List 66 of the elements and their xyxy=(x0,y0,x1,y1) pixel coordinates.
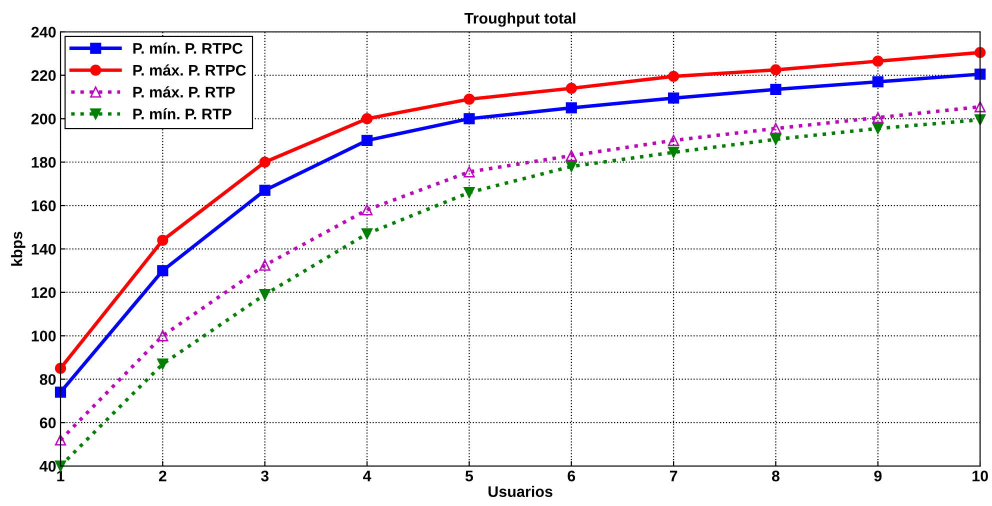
y-axis-title: kbps xyxy=(11,232,26,266)
point xyxy=(157,330,168,342)
point xyxy=(668,146,680,158)
x-tick-label: 7 xyxy=(670,470,678,482)
y-tick-label: 160 xyxy=(32,200,56,212)
point xyxy=(259,260,270,271)
point xyxy=(974,68,986,80)
x-tick-label: 5 xyxy=(465,470,474,482)
y-tick-label: 120 xyxy=(32,287,56,298)
point xyxy=(566,102,577,114)
legend-label: P. mín. P. RTPC xyxy=(133,42,243,54)
point xyxy=(566,160,577,172)
point xyxy=(54,434,66,446)
y-tick-label: 80 xyxy=(40,374,56,385)
point xyxy=(464,166,475,178)
y-tick-label: 140 xyxy=(32,244,56,255)
point xyxy=(770,84,782,95)
point xyxy=(668,70,680,82)
point xyxy=(770,64,782,76)
point xyxy=(157,265,168,276)
point xyxy=(464,113,475,124)
point xyxy=(361,228,373,240)
y-tick-label: 240 xyxy=(31,26,56,38)
point xyxy=(872,76,884,88)
x-tick-label: 1 xyxy=(57,470,64,482)
point xyxy=(770,122,782,134)
legend-label: P. máx. P. RTPC xyxy=(133,64,246,76)
point xyxy=(566,82,577,94)
legend-label: P. mín. P. RTP xyxy=(133,108,232,120)
x-tick-label: 2 xyxy=(158,470,166,482)
y-tick-label: 180 xyxy=(32,156,56,168)
y-tick-label: 40 xyxy=(40,460,56,472)
point xyxy=(157,358,168,370)
point xyxy=(361,204,373,216)
y-tick-label: 100 xyxy=(32,330,56,342)
point xyxy=(157,234,168,246)
point xyxy=(259,184,270,196)
chart-title: Troughput total xyxy=(464,12,576,27)
legend-label: P. máx. P. RTP xyxy=(133,86,235,98)
x-tick-label: 6 xyxy=(568,470,576,482)
point xyxy=(974,46,986,58)
x-tick-label: 9 xyxy=(874,470,882,482)
point xyxy=(770,134,782,145)
point xyxy=(668,134,680,146)
point xyxy=(361,134,373,146)
point xyxy=(872,112,884,124)
x-tick-label: 8 xyxy=(772,470,780,482)
y-tick-label: 220 xyxy=(31,70,56,81)
point xyxy=(361,113,373,124)
point xyxy=(464,186,475,198)
point xyxy=(259,288,270,300)
point xyxy=(668,92,680,104)
point xyxy=(974,114,986,126)
x-tick-label: 10 xyxy=(972,470,988,482)
point xyxy=(259,156,270,168)
x-tick-label: 4 xyxy=(363,470,372,482)
point xyxy=(464,94,475,105)
point xyxy=(872,122,884,134)
point xyxy=(54,386,66,398)
point xyxy=(872,56,884,67)
y-tick-label: 200 xyxy=(31,114,56,124)
point xyxy=(566,150,577,162)
point xyxy=(974,101,986,112)
x-axis-title: Usuarios xyxy=(488,486,552,498)
y-tick-label: 60 xyxy=(40,417,56,428)
x-tick-label: 3 xyxy=(260,470,269,482)
